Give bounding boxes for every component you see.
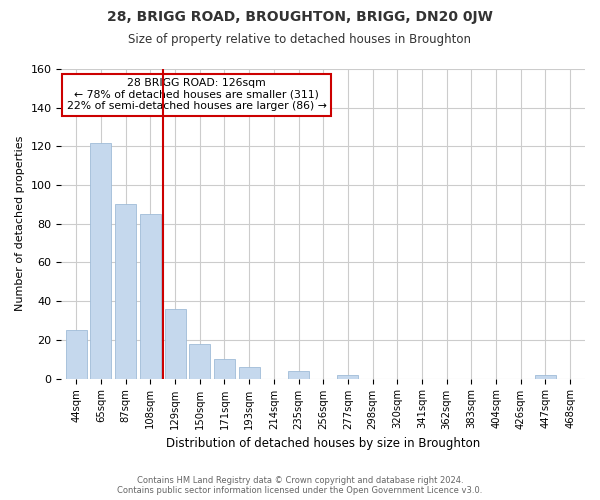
X-axis label: Distribution of detached houses by size in Broughton: Distribution of detached houses by size … xyxy=(166,437,481,450)
Bar xyxy=(288,371,309,378)
Bar xyxy=(91,142,112,378)
Text: 28, BRIGG ROAD, BROUGHTON, BRIGG, DN20 0JW: 28, BRIGG ROAD, BROUGHTON, BRIGG, DN20 0… xyxy=(107,10,493,24)
Text: Size of property relative to detached houses in Broughton: Size of property relative to detached ho… xyxy=(128,32,472,46)
Text: Contains HM Land Registry data © Crown copyright and database right 2024.
Contai: Contains HM Land Registry data © Crown c… xyxy=(118,476,482,495)
Bar xyxy=(164,309,185,378)
Text: 28 BRIGG ROAD: 126sqm
← 78% of detached houses are smaller (311)
22% of semi-det: 28 BRIGG ROAD: 126sqm ← 78% of detached … xyxy=(67,78,326,112)
Bar xyxy=(337,374,358,378)
Bar xyxy=(535,374,556,378)
Bar xyxy=(140,214,161,378)
Y-axis label: Number of detached properties: Number of detached properties xyxy=(15,136,25,312)
Bar xyxy=(239,367,260,378)
Bar xyxy=(115,204,136,378)
Bar xyxy=(189,344,210,378)
Bar xyxy=(214,359,235,378)
Bar xyxy=(66,330,87,378)
